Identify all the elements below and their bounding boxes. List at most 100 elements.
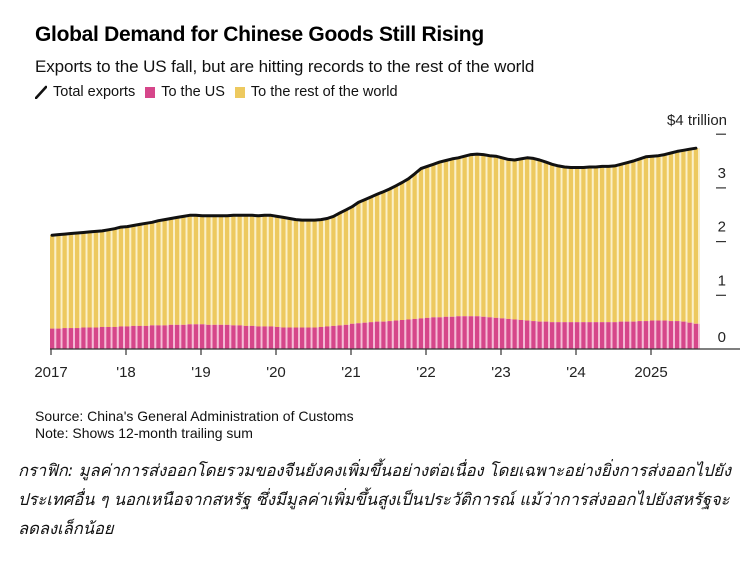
bar-rest-of-world — [300, 220, 305, 328]
bar-gap-us — [216, 324, 219, 349]
square-icon — [145, 86, 156, 98]
bar-us — [412, 318, 417, 349]
bar-gap-row — [79, 233, 82, 329]
legend-label-us: To the US — [161, 84, 225, 100]
bar-rest-of-world — [468, 154, 474, 317]
bar-rest-of-world — [568, 167, 574, 323]
bar-gap-us — [54, 328, 57, 349]
bar-rest-of-world — [212, 215, 217, 325]
bar-us — [81, 327, 86, 349]
bar-gap-us — [141, 325, 144, 349]
bar-rest-of-world — [81, 232, 86, 328]
bar-us — [675, 321, 680, 349]
bar-us — [256, 326, 261, 349]
bar-rest-of-world — [62, 234, 67, 329]
bar-rest-of-world — [350, 206, 355, 324]
bar-gap-row — [635, 161, 638, 322]
bar-gap-us — [110, 326, 113, 349]
bar-us — [587, 322, 592, 349]
bar-gap-us — [285, 327, 288, 349]
bar-us — [650, 320, 655, 349]
bar-us — [550, 322, 555, 349]
bar-rest-of-world — [512, 159, 517, 320]
bar-us — [343, 324, 349, 349]
bar-gap-us — [660, 320, 663, 349]
bar-gap-us — [348, 324, 350, 349]
bar-us — [687, 322, 692, 349]
bar-us — [456, 316, 461, 349]
bar-gap-row — [466, 156, 469, 317]
bar-rest-of-world — [662, 154, 667, 321]
y-tick-label: 0 — [718, 329, 726, 346]
bar-gap-row — [660, 155, 663, 321]
bar-rest-of-world — [625, 162, 630, 322]
bar-us — [143, 325, 149, 349]
bar-gap-us — [598, 322, 600, 349]
bar-us — [656, 320, 661, 349]
bar-us — [443, 316, 449, 349]
bar-gap-row — [566, 166, 569, 323]
bar-us — [356, 323, 361, 349]
bar-rest-of-world — [325, 218, 330, 327]
bar-gap-us — [479, 316, 482, 349]
bar-us — [518, 320, 524, 349]
bar-gap-row — [385, 191, 388, 322]
bar-rest-of-world — [368, 197, 374, 323]
bar-gap-row — [185, 216, 188, 325]
bar-gap-row — [123, 227, 125, 327]
bar-rest-of-world — [181, 216, 186, 325]
bar-gap-us — [473, 316, 475, 349]
bar-gap-row — [85, 232, 88, 328]
bar-gap-us — [179, 324, 182, 349]
bar-gap-row — [54, 235, 57, 329]
bar-us — [137, 325, 142, 349]
bar-us — [187, 324, 192, 349]
bar-gap-row — [679, 151, 682, 322]
bar-us — [556, 322, 561, 349]
bar-rest-of-world — [543, 162, 549, 322]
bar-gap-us — [273, 326, 275, 349]
legend-label-row: To the rest of the world — [250, 84, 398, 100]
x-tick-label: 2025 — [634, 364, 667, 381]
bar-gap-row — [335, 216, 338, 326]
bar-gap-row — [154, 222, 157, 326]
bar-rest-of-world — [193, 215, 199, 325]
bar-gap-row — [379, 194, 382, 322]
bar-gap-us — [148, 325, 150, 349]
bar-gap-us — [498, 317, 500, 349]
bar-gap-us — [323, 326, 325, 349]
bar-rest-of-world — [200, 215, 205, 325]
bar-gap-us — [541, 321, 544, 349]
bar-gap-us — [391, 321, 394, 349]
bar-gap-us — [491, 317, 494, 349]
bar-rest-of-world — [343, 209, 349, 325]
bar-gap-row — [316, 220, 319, 328]
bar-gap-row — [173, 218, 175, 325]
total-exports-line — [50, 146, 698, 237]
bar-rest-of-world — [637, 158, 642, 322]
bar-gap-row — [685, 150, 688, 322]
bar-gap-row — [91, 231, 94, 328]
bar-gap-us — [154, 325, 157, 349]
bar-gap-row — [610, 166, 613, 323]
bar-us — [268, 326, 274, 349]
x-tick-label: '22 — [416, 364, 436, 381]
footer: Source: China's General Administration o… — [35, 408, 354, 442]
bar-gap-us — [629, 321, 632, 349]
bar-gap-us — [379, 321, 382, 349]
bar-us — [425, 317, 430, 349]
legend-item-us: To the US — [145, 84, 225, 100]
bar-rest-of-world — [487, 155, 492, 318]
bar-rest-of-world — [393, 185, 399, 321]
bar-gap-us — [566, 322, 569, 349]
bar-gap-us — [185, 324, 188, 349]
bar-us — [150, 325, 155, 349]
bar-gap-row — [229, 215, 232, 325]
bar-us — [593, 322, 599, 349]
bar-rest-of-world — [231, 215, 236, 326]
bar-gap-row — [135, 225, 138, 326]
bar-gap-row — [554, 164, 557, 323]
bar-us — [493, 317, 499, 349]
bar-rest-of-world — [537, 159, 542, 322]
bar-gap-us — [173, 324, 175, 349]
